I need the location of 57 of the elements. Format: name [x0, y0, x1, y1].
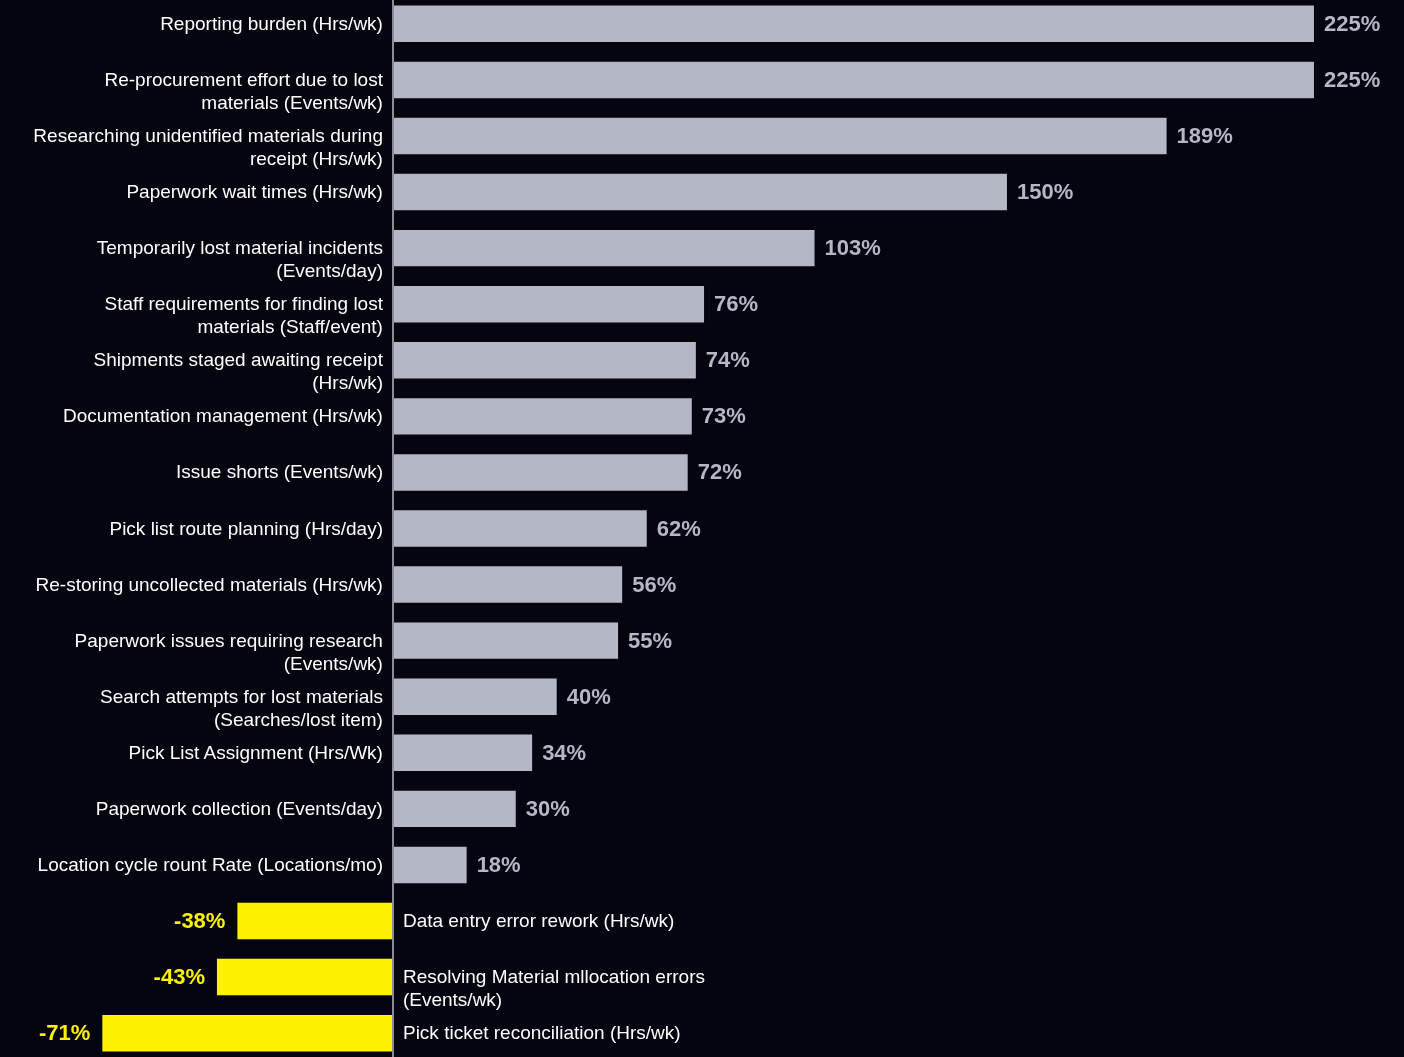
y-tick-label: Resolving Material mllocation errors (Events/wk) [402, 966, 705, 1011]
bar [392, 285, 705, 323]
bar [392, 454, 688, 491]
data-label: 225% [1323, 10, 1381, 36]
bar [216, 958, 393, 996]
y-tick-label: Pick list route planning (Hrs/day) [109, 517, 383, 539]
bar [392, 229, 815, 267]
y-tick-label: Researching unidentified materials during receipt (Hrs/wk) [33, 124, 383, 169]
bar [102, 1014, 393, 1052]
data-label: 189% [1176, 122, 1233, 148]
y-tick-label: Pick ticket reconciliation (Hrs/wk) [402, 1022, 681, 1044]
bar [392, 846, 467, 884]
data-label: 40% [566, 683, 611, 709]
data-label: 103% [824, 235, 881, 261]
y-tick-label: Re-procurement effort due to lost materials (Events/wk) [104, 68, 384, 113]
data-label: 150% [1016, 179, 1074, 205]
y-tick-label: Data entry error rework (Hrs/wk) [402, 910, 675, 932]
data-label: -38% [174, 908, 226, 934]
bar [392, 5, 1314, 43]
y-tick-label: Pick List Assignment (Hrs/Wk) [128, 741, 383, 763]
y-tick-label: Reporting burden (Hrs/wk) [160, 12, 383, 34]
y-tick-label: Paperwork collection (Events/day) [95, 797, 383, 819]
data-label: -43% [153, 964, 205, 990]
bar [237, 902, 393, 940]
data-label: 72% [697, 459, 742, 485]
data-label: 34% [542, 739, 587, 765]
data-label: 225% [1323, 66, 1381, 92]
data-label: 18% [476, 851, 521, 877]
y-tick-label: Staff requirements for finding lost materials (Staff/event) [104, 293, 384, 338]
bar [392, 117, 1167, 155]
data-label: 62% [656, 515, 701, 541]
bar [392, 342, 696, 379]
data-label: 56% [632, 571, 677, 597]
data-label: 55% [628, 627, 673, 653]
y-tick-label: Documentation management (Hrs/wk) [62, 405, 383, 427]
y-tick-label: Re-storing uncollected materials (Hrs/wk) [35, 573, 383, 595]
bar [392, 510, 647, 547]
bar [392, 173, 1007, 211]
y-tick-label: Search attempts for lost materials (Searches/lost item) [99, 685, 383, 730]
data-label: 73% [701, 403, 746, 429]
y-tick-label: Paperwork wait times (Hrs/wk) [126, 181, 383, 203]
data-label: -71% [38, 1020, 91, 1046]
bar [392, 734, 533, 772]
bar [392, 790, 516, 828]
y-tick-label: Temporarily lost material incidents (Events/day) [96, 237, 383, 282]
data-label: 74% [705, 347, 750, 373]
y-tick-label: Location cycle rount Rate (Locations/mo) [37, 853, 383, 875]
data-label: 76% [714, 291, 759, 317]
bar [392, 622, 619, 659]
y-tick-label: Paperwork issues requiring research (Events/wk) [74, 629, 383, 674]
bar [392, 398, 692, 435]
data-label: 30% [525, 795, 570, 821]
y-tick-label: Shipments staged awaiting receipt (Hrs/wk) [93, 349, 384, 394]
bar [392, 678, 557, 715]
bar [392, 61, 1314, 99]
bar [392, 566, 623, 603]
y-tick-label: Issue shorts (Events/wk) [176, 461, 383, 483]
